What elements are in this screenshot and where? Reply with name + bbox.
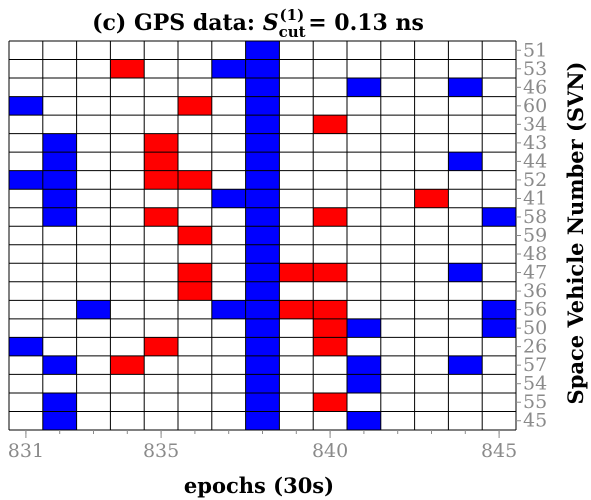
cell-svn45-epoch832	[42, 411, 77, 430]
cell-svn44-epoch832	[42, 152, 77, 171]
cell-svn56-epoch837	[211, 300, 246, 319]
cell-svn53-epoch834	[110, 59, 145, 79]
cell-svn59-epoch836	[178, 226, 212, 245]
y-tick-label-50: 50	[523, 317, 547, 339]
y-tick-label-34: 34	[523, 113, 547, 135]
y-tick-label-43: 43	[523, 132, 547, 154]
cell-svn52-epoch835	[144, 170, 178, 190]
cell-svn47-epoch839	[279, 263, 314, 282]
cell-svn57-epoch844	[448, 355, 483, 375]
y-tick-label-36: 36	[523, 280, 547, 302]
y-tick-label-57: 57	[523, 354, 547, 376]
cell-svn50-epoch841	[347, 318, 381, 338]
cell-svn60-epoch836	[178, 96, 212, 116]
y-tick-label-51: 51	[523, 39, 547, 61]
x-tick-labels: 831 835 840 845	[8, 430, 517, 462]
cell-svn58-epoch840	[313, 207, 347, 227]
cell-svn46-epoch841	[347, 78, 381, 97]
y-tick-label-59: 59	[523, 225, 547, 247]
cell-svn50-epoch840	[313, 318, 347, 338]
y-tick-label-60: 60	[523, 95, 547, 117]
cell-svn53-epoch837	[211, 59, 246, 79]
cell-svn46-epoch844	[448, 78, 483, 97]
chart-title-symbol: S	[263, 10, 279, 36]
chart-title-superscript: (1)	[280, 6, 305, 24]
cell-svn57-epoch841	[347, 355, 381, 375]
x-tick-label-831: 831	[8, 440, 44, 462]
cell-svn47-epoch840	[313, 263, 347, 282]
cell-svn54-epoch841	[347, 374, 381, 393]
y-tick-label-52: 52	[523, 169, 547, 191]
y-axis-title: Space Vehicle Number (SVN)	[563, 62, 588, 405]
cell-svn56-epoch839	[279, 300, 314, 319]
cell-svn58-epoch845	[482, 207, 516, 227]
cell-svn41-epoch843	[414, 189, 449, 208]
cell-svn52-epoch832	[42, 170, 77, 190]
chart-title: (c) GPS data: Scut(1) = 0.13 ns	[92, 6, 424, 41]
cell-svn47-epoch844	[448, 263, 483, 282]
cell-svn56-epoch833	[76, 300, 111, 319]
cell-svn47-epoch836	[178, 263, 212, 282]
y-tick-label-54: 54	[523, 373, 547, 395]
cell-svn58-epoch832	[42, 207, 77, 227]
x-tick-label-840: 840	[312, 440, 348, 462]
column-epoch838	[245, 41, 280, 430]
cell-svn44-epoch835	[144, 152, 178, 171]
y-tick-label-26: 26	[523, 336, 547, 358]
x-tick-label-835: 835	[143, 440, 179, 462]
cell-svn43-epoch835	[144, 133, 178, 153]
cell-svn41-epoch837	[211, 189, 246, 208]
x-tick-label-845: 845	[481, 440, 517, 462]
cell-svn34-epoch840	[313, 115, 347, 134]
heatmap-cells	[9, 41, 516, 430]
cell-svn56-epoch845	[482, 300, 516, 319]
cell-svn26-epoch835	[144, 337, 178, 356]
cell-svn26-epoch840	[313, 337, 347, 356]
chart-title-suffix: = 0.13 ns	[308, 10, 424, 36]
cell-svn45-epoch841	[347, 411, 381, 430]
cell-svn57-epoch834	[110, 355, 145, 375]
cell-svn56-epoch840	[313, 300, 347, 319]
chart-title-prefix: (c) GPS data:	[92, 10, 263, 36]
cell-svn58-epoch835	[144, 207, 178, 227]
cell-svn60-epoch831	[9, 96, 43, 116]
cell-svn52-epoch831	[9, 170, 43, 190]
y-tick-label-55: 55	[523, 391, 547, 413]
y-tick-label-45: 45	[523, 410, 547, 432]
cell-svn52-epoch836	[178, 170, 212, 190]
y-tick-label-44: 44	[523, 150, 547, 172]
x-axis-title: epochs (30s)	[184, 473, 334, 498]
cell-svn36-epoch836	[178, 281, 212, 301]
cell-svn57-epoch832	[42, 355, 77, 375]
y-tick-label-56: 56	[523, 299, 547, 321]
cell-svn55-epoch840	[313, 392, 347, 412]
y-tick-label-48: 48	[523, 243, 547, 265]
cell-svn43-epoch832	[42, 133, 77, 153]
y-tick-label-53: 53	[523, 58, 547, 80]
cell-svn44-epoch844	[448, 152, 483, 171]
y-tick-label-47: 47	[523, 262, 547, 284]
cell-svn55-epoch832	[42, 392, 77, 412]
cell-svn50-epoch845	[482, 318, 516, 338]
cell-svn41-epoch832	[42, 189, 77, 208]
chart-title-subscript: cut	[279, 23, 306, 41]
y-tick-label-58: 58	[523, 206, 547, 228]
heatmap-grid	[8, 40, 517, 431]
cell-svn26-epoch831	[9, 337, 43, 356]
y-tick-labels: 5153466034434452415859484736565026575455…	[516, 39, 547, 432]
y-tick-label-41: 41	[523, 187, 547, 209]
y-tick-label-46: 46	[523, 76, 547, 98]
